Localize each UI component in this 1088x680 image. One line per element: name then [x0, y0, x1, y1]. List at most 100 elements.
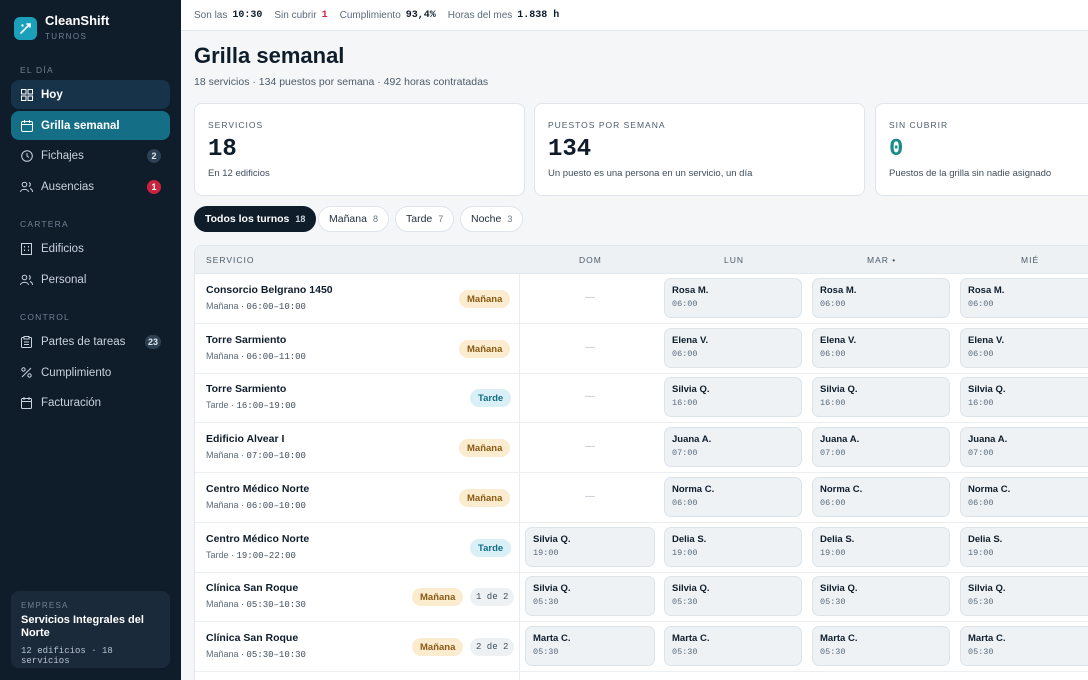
- assignment-cell[interactable]: Marta C. 05:30: [525, 626, 655, 666]
- assignee-name: Norma C.: [968, 484, 1011, 495]
- clipboard-icon: [20, 335, 33, 348]
- assignment-cell[interactable]: Delia S. 19:00: [664, 527, 802, 567]
- filter-todos-los-turnos[interactable]: Todos los turnos 18: [194, 206, 317, 232]
- empty-slot[interactable]: —: [585, 441, 595, 452]
- assignment-cell[interactable]: Silvia Q. 16:00: [664, 377, 802, 417]
- assignment-cell[interactable]: Silvia Q. 16:00: [960, 377, 1088, 417]
- brand[interactable]: CleanShift TURNOS: [14, 12, 109, 41]
- clock-icon: [20, 149, 33, 162]
- assignment-cell[interactable]: Delia S. 19:00: [960, 527, 1088, 567]
- assignee-name: Marta C.: [968, 633, 1006, 644]
- service-shift: Mañana · 05:30–10:30: [206, 649, 306, 660]
- assignment-time: 16:00: [968, 398, 994, 408]
- assignment-cell[interactable]: Silvia Q. 19:00: [525, 527, 655, 567]
- service-name: Edificio Alvear I: [206, 433, 285, 445]
- percent-icon: [20, 366, 33, 379]
- shift-name: Mañana: [206, 301, 239, 311]
- assignment-cell[interactable]: Silvia Q. 05:30: [525, 576, 655, 616]
- service-shift: Tarde · 19:00–22:00: [206, 550, 296, 561]
- assignment-cell[interactable]: Elena V. 06:00: [960, 328, 1088, 368]
- assignment-cell[interactable]: Silvia Q. 05:30: [664, 576, 802, 616]
- assignment-cell[interactable]: Norma C. 06:00: [664, 477, 802, 517]
- sidebar-item-facturacion[interactable]: Facturación: [11, 388, 170, 417]
- table-row[interactable]: Centro Médico Norte Mañana · 06:00–10:00 M…: [195, 473, 1088, 523]
- company-meta: 12 edificios · 18 servicios: [21, 646, 113, 666]
- assignment-cell[interactable]: Juana A. 07:00: [812, 427, 950, 467]
- assignment-cell[interactable]: Juana A. 07:00: [960, 427, 1088, 467]
- cleanshift-logo-icon: [14, 17, 37, 40]
- assignment-time: 07:00: [820, 448, 846, 458]
- assignment-cell[interactable]: Juana A. 07:00: [664, 427, 802, 467]
- filter-manana[interactable]: Mañana 8: [318, 206, 389, 232]
- service-name: Centro Médico Norte: [206, 533, 310, 545]
- assignment-cell[interactable]: Rosa M. 06:00: [664, 278, 802, 318]
- stat-label: SIN CUBRIR: [889, 120, 949, 130]
- assignment-cell[interactable]: Marta C. 05:30: [664, 626, 802, 666]
- table-row[interactable]: Consorcio Belgrano 1450 Mañana · 06:00–10…: [195, 274, 1088, 324]
- assignee-name: Juana A.: [672, 434, 712, 445]
- company-card[interactable]: EMPRESA Servicios Integrales del Norte 1…: [11, 591, 170, 668]
- empty-slot[interactable]: —: [585, 491, 595, 502]
- assignment-cell[interactable]: Marta C. 05:30: [960, 626, 1088, 666]
- shift-time: 06:00–10:00: [246, 501, 306, 511]
- assignee-name: Marta C.: [672, 633, 710, 644]
- empty-slot[interactable]: —: [585, 391, 595, 402]
- sidebar-item-label: Hoy: [41, 88, 63, 101]
- assignment-cell[interactable]: Marta C. 05:30: [812, 626, 950, 666]
- table-row[interactable]: Clínica San Roque Mañana · 05:30–10:30 Mañ…: [195, 572, 1088, 622]
- assignment-cell[interactable]: Silvia Q. 05:30: [960, 576, 1088, 616]
- shift-time: 19:00–22:00: [236, 551, 296, 561]
- assignment-time: 19:00: [672, 548, 698, 558]
- users-icon: [20, 273, 33, 286]
- assignment-cell[interactable]: Rosa M. 06:00: [812, 278, 950, 318]
- assignment-time: 05:30: [533, 597, 559, 607]
- shift-time: 06:00–11:00: [246, 352, 306, 362]
- stat-note: En 12 edificios: [208, 168, 270, 179]
- sidebar-item-grilla-semanal[interactable]: Grilla semanal: [11, 111, 170, 140]
- table-row[interactable]: Torre Sarmiento Mañana · 06:00–11:00 Mañan…: [195, 324, 1088, 374]
- assignment-time: 06:00: [820, 299, 846, 309]
- assignment-cell[interactable]: Norma C. 06:00: [960, 477, 1088, 517]
- shift-tag: Tarde: [470, 389, 512, 407]
- assignment-cell[interactable]: Silvia Q. 16:00: [812, 377, 950, 417]
- assignment-cell[interactable]: Rosa M. 06:00: [960, 278, 1088, 318]
- sidebar-item-hoy[interactable]: Hoy: [11, 80, 170, 109]
- sidebar-item-edificios[interactable]: Edificios: [11, 234, 170, 263]
- assignee-name: Silvia Q.: [672, 583, 710, 594]
- assignee-name: Silvia Q.: [533, 583, 571, 594]
- sidebar-item-partes-de-tareas[interactable]: Partes de tareas 23: [11, 327, 170, 356]
- assignment-cell[interactable]: Delia S. 19:00: [812, 527, 950, 567]
- assignment-cell[interactable]: Silvia Q. 05:30: [812, 576, 950, 616]
- table-row[interactable]: Torre Sarmiento Tarde · 16:00–19:00 Tarde —…: [195, 373, 1088, 423]
- assignment-cell[interactable]: Elena V. 06:00: [812, 328, 950, 368]
- empty-slot[interactable]: —: [585, 292, 595, 303]
- sidebar-item-fichajes[interactable]: Fichajes 2: [11, 141, 170, 170]
- filter-noche[interactable]: Noche 3: [460, 206, 524, 232]
- time-value: 10:30: [232, 9, 263, 21]
- uncovered-label: Sin cubrir: [274, 9, 317, 21]
- assignee-name: Silvia Q.: [968, 384, 1006, 395]
- filter-tarde[interactable]: Tarde 7: [395, 206, 455, 232]
- table-row[interactable]: Centro Médico Norte Tarde · 19:00–22:00 Ta…: [195, 523, 1088, 573]
- empty-slot[interactable]: —: [585, 342, 595, 353]
- stat-value: 0: [889, 136, 904, 163]
- sidebar-item-personal[interactable]: Personal: [11, 265, 170, 294]
- assignee-name: Delia S.: [672, 534, 707, 545]
- ausencias-count-badge: 1: [147, 180, 161, 194]
- sidebar-item-cumplimiento[interactable]: Cumplimiento: [11, 358, 170, 387]
- shift-name: Mañana: [206, 599, 239, 609]
- app-name: CleanShift: [45, 13, 110, 28]
- sidebar-item-label: Personal: [41, 273, 87, 286]
- assignment-cell[interactable]: Elena V. 06:00: [664, 328, 802, 368]
- stat-label: SERVICIOS: [208, 120, 264, 130]
- table-row[interactable]: Edificio Alvear I Mañana · 07:00–10:00 Mañ…: [195, 423, 1088, 473]
- filter-count: 18: [295, 214, 306, 224]
- table-row[interactable]: Clínica San Roque Mañana · 05:30–10:30 Mañ…: [195, 622, 1088, 672]
- service-shift: Mañana · 06:00–10:00: [206, 500, 306, 511]
- sidebar-item-ausencias[interactable]: Ausencias 1: [11, 172, 170, 201]
- assignment-cell[interactable]: Norma C. 06:00: [812, 477, 950, 517]
- shift-tag: Mañana: [412, 588, 464, 606]
- split-indicator: 1 de 2: [470, 588, 515, 606]
- assignment-time: 19:00: [820, 548, 846, 558]
- assignment-time: 05:30: [820, 597, 846, 607]
